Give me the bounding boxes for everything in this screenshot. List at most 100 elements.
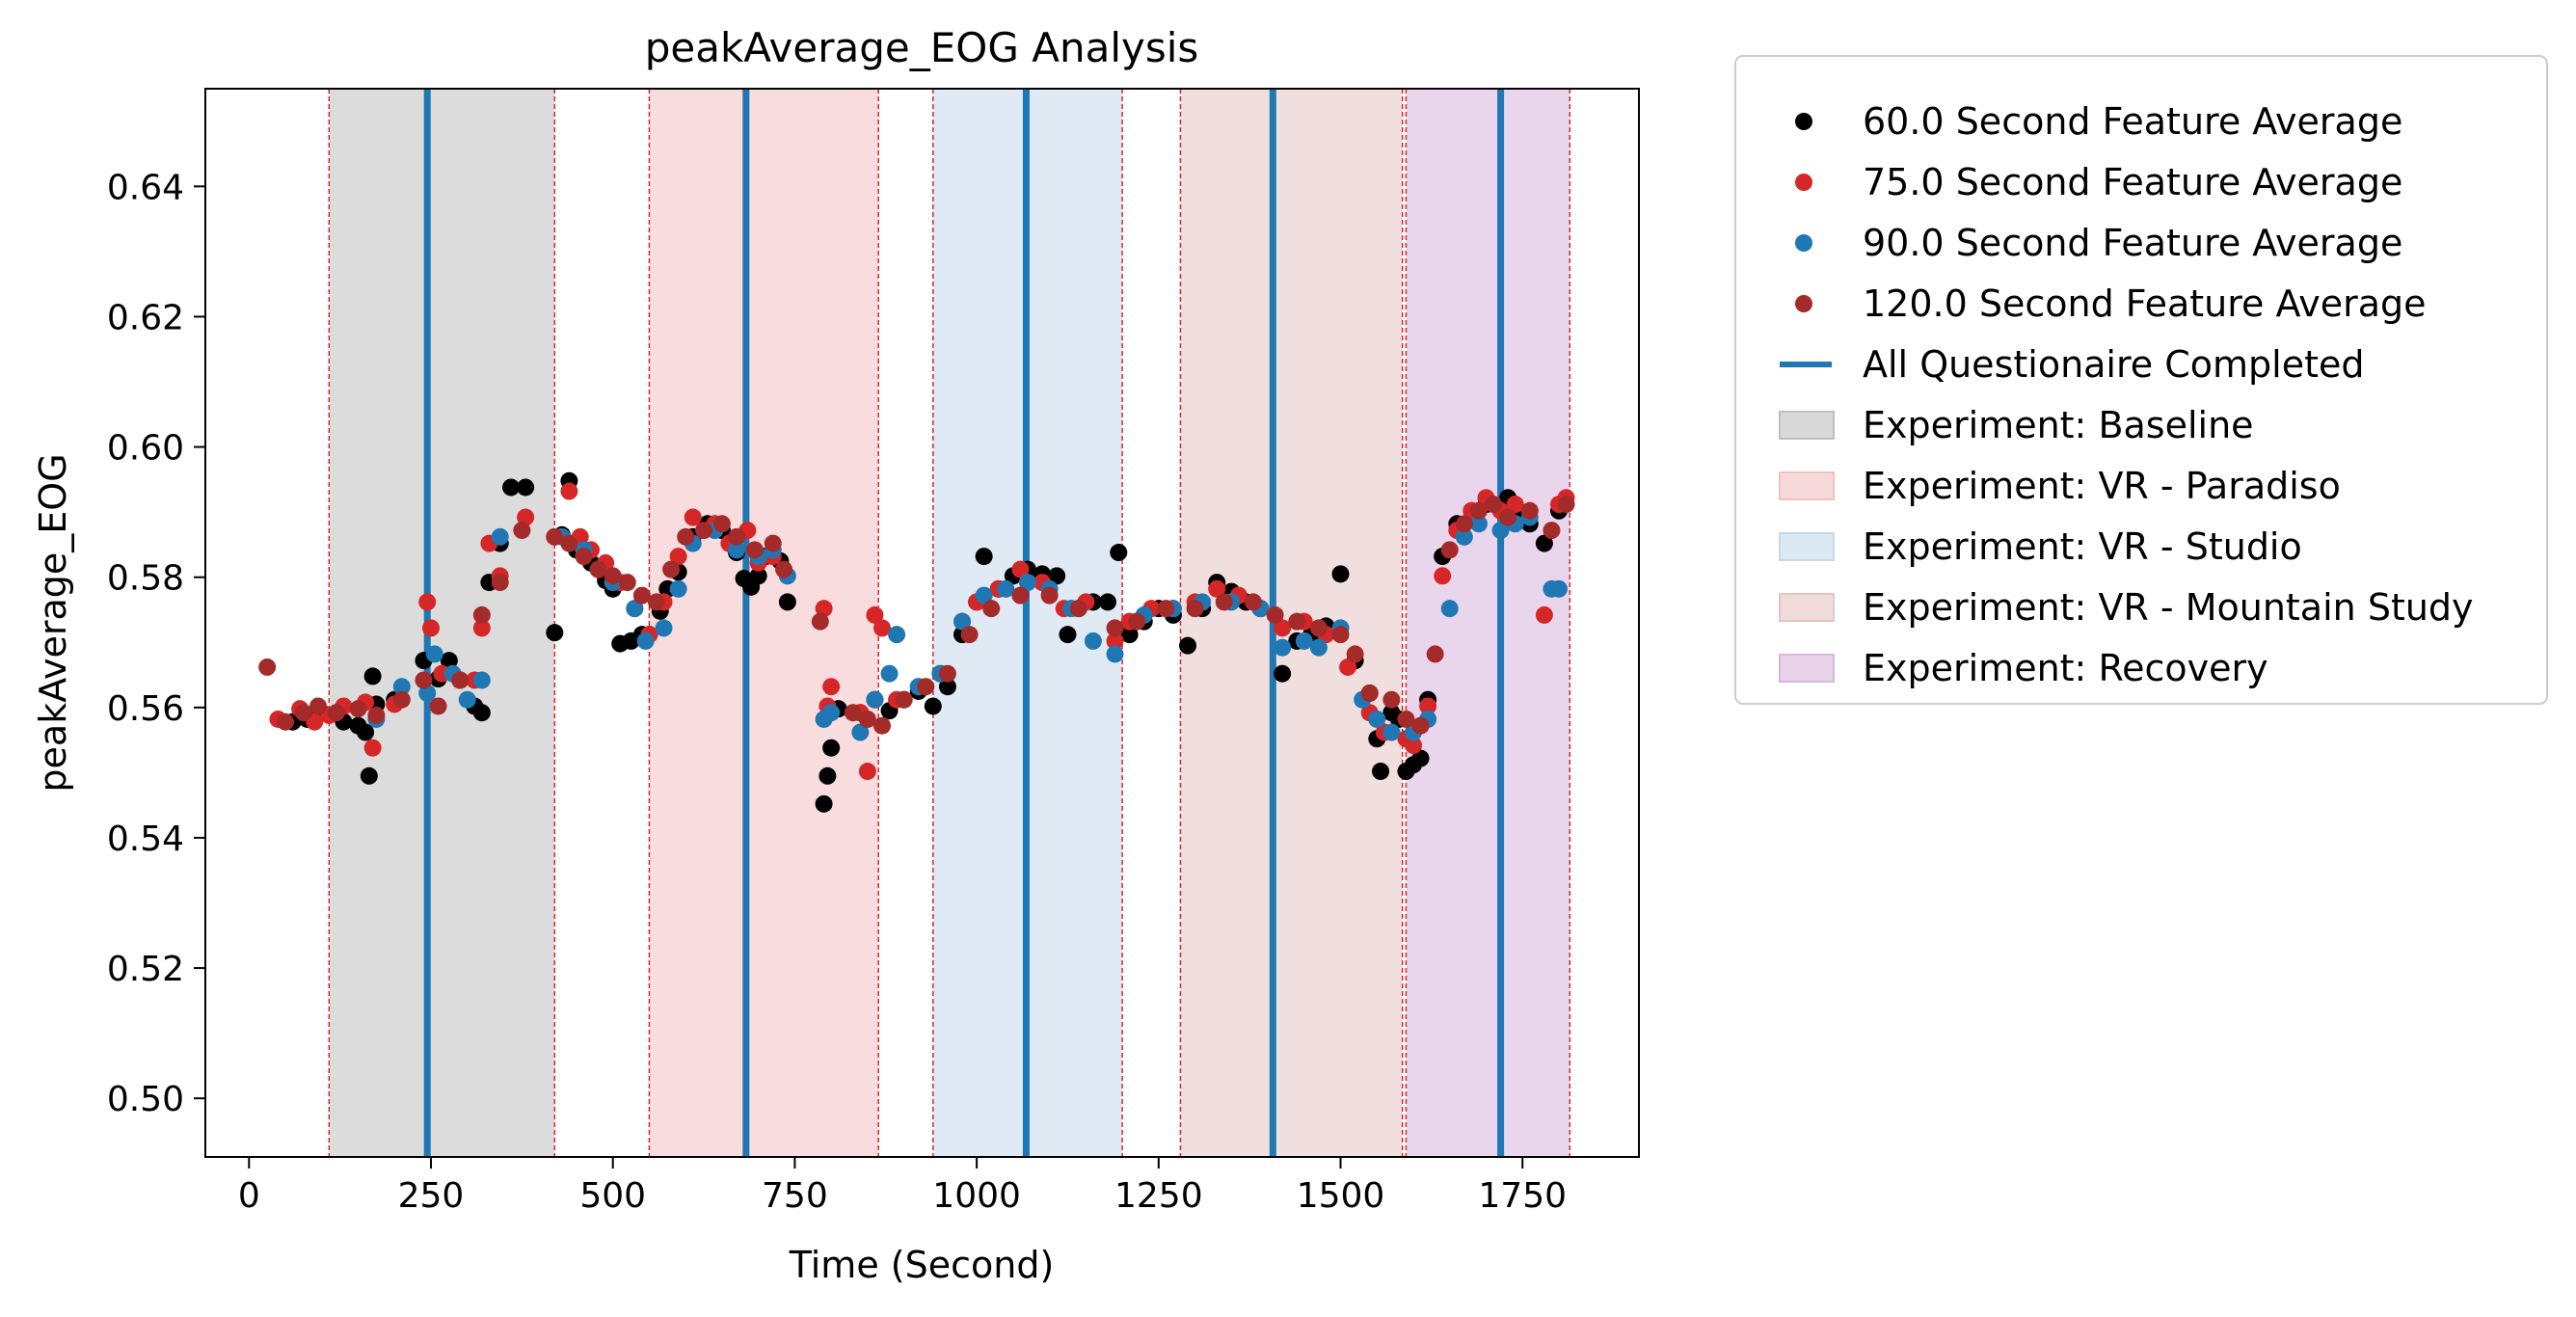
legend-marker <box>1795 234 1812 252</box>
data-point <box>1535 605 1553 624</box>
data-point <box>1535 534 1553 552</box>
data-point <box>822 739 841 757</box>
data-point <box>491 527 509 546</box>
data-point <box>895 690 913 709</box>
data-point <box>669 579 687 598</box>
data-point <box>421 619 440 637</box>
x-tick-label: 500 <box>579 1176 646 1216</box>
data-point <box>872 619 891 637</box>
data-point <box>764 534 782 552</box>
plot-frame <box>204 88 1640 1158</box>
y-tick-label: 0.56 <box>107 689 184 729</box>
data-point <box>1499 508 1517 526</box>
data-point <box>1295 632 1313 650</box>
data-point <box>775 560 793 578</box>
y-axis-label: peakAverage_EOG <box>32 453 74 792</box>
data-point <box>472 605 491 624</box>
y-tick-label: 0.54 <box>107 820 184 859</box>
band-experiment-baseline <box>329 89 555 1157</box>
data-point <box>626 600 644 618</box>
data-point <box>858 763 876 781</box>
data-point <box>1469 515 1488 533</box>
data-point <box>1069 600 1087 618</box>
data-point <box>451 671 470 689</box>
data-point <box>811 612 829 631</box>
data-point <box>1426 645 1444 663</box>
legend-patch <box>1779 532 1835 561</box>
legend-item-120-0-second-feature-average: 120.0 Second Feature Average <box>1795 282 2427 325</box>
legend-marker <box>1795 113 1812 130</box>
series-120-0-second-feature-average <box>258 496 1575 735</box>
data-point <box>618 574 636 592</box>
legend-item-experiment-vr-studio: Experiment: VR - Studio <box>1779 525 2302 568</box>
legend-label: 120.0 Second Feature Average <box>1863 282 2427 325</box>
data-point <box>1157 600 1175 618</box>
data-point <box>1274 619 1292 637</box>
data-point <box>517 478 535 497</box>
data-point <box>589 560 607 578</box>
data-point <box>1339 658 1357 676</box>
data-point <box>363 739 382 757</box>
data-point <box>822 704 841 722</box>
chart-title: peakAverage_EOG Analysis <box>645 24 1199 71</box>
data-point <box>997 579 1015 598</box>
data-point <box>818 766 837 785</box>
legend-marker <box>1795 295 1812 312</box>
legend-label: All Questionaire Completed <box>1863 343 2365 386</box>
data-point <box>1128 612 1146 631</box>
data-point <box>1360 684 1379 702</box>
data-point <box>1244 593 1262 611</box>
data-point <box>472 671 491 689</box>
data-point <box>1274 638 1292 657</box>
legend-item-75-0-second-feature-average: 75.0 Second Feature Average <box>1795 161 2402 203</box>
data-point <box>1440 541 1459 559</box>
data-point <box>851 723 870 741</box>
data-point <box>363 667 382 685</box>
data-point <box>749 567 767 585</box>
legend-patch <box>1779 471 1835 500</box>
data-point <box>517 508 535 526</box>
data-point <box>815 794 833 813</box>
legend-label: 75.0 Second Feature Average <box>1863 161 2402 203</box>
data-point <box>815 600 833 618</box>
data-point <box>258 658 277 676</box>
x-tick-label: 1250 <box>1114 1176 1203 1216</box>
data-point <box>844 704 862 722</box>
data-point <box>1274 664 1292 683</box>
data-point <box>575 548 593 566</box>
data-point <box>360 766 378 785</box>
data-point <box>1520 501 1539 520</box>
data-point <box>1382 723 1401 741</box>
data-point <box>982 600 1001 618</box>
x-tick-label: 250 <box>398 1176 465 1216</box>
data-point <box>1491 522 1510 540</box>
data-point <box>560 482 578 500</box>
data-point <box>778 593 796 611</box>
legend-label: Experiment: Recovery <box>1863 647 2268 689</box>
data-point <box>1106 619 1124 637</box>
data-point <box>357 723 375 741</box>
data-point <box>1368 710 1386 728</box>
data-point <box>1208 579 1226 598</box>
data-point <box>924 697 942 715</box>
data-point <box>938 664 956 683</box>
legend-box <box>1734 55 2548 705</box>
data-point <box>1011 586 1030 605</box>
data-point <box>858 710 876 728</box>
data-point <box>1485 496 1503 514</box>
data-point <box>1455 515 1473 533</box>
x-tick-label: 1750 <box>1478 1176 1567 1216</box>
data-point <box>975 548 993 566</box>
data-point <box>655 619 673 637</box>
data-point <box>1411 716 1430 735</box>
legend-item-all-questionaire-completed: All Questionaire Completed <box>1780 343 2365 386</box>
data-point <box>636 632 655 650</box>
y-tick-label: 0.64 <box>107 168 184 207</box>
data-point <box>695 522 713 540</box>
data-point <box>677 527 695 546</box>
x-tick-label: 0 <box>238 1176 260 1216</box>
data-point <box>632 586 651 605</box>
data-point <box>1411 749 1430 767</box>
data-point <box>1309 619 1328 637</box>
data-point <box>1549 579 1568 598</box>
